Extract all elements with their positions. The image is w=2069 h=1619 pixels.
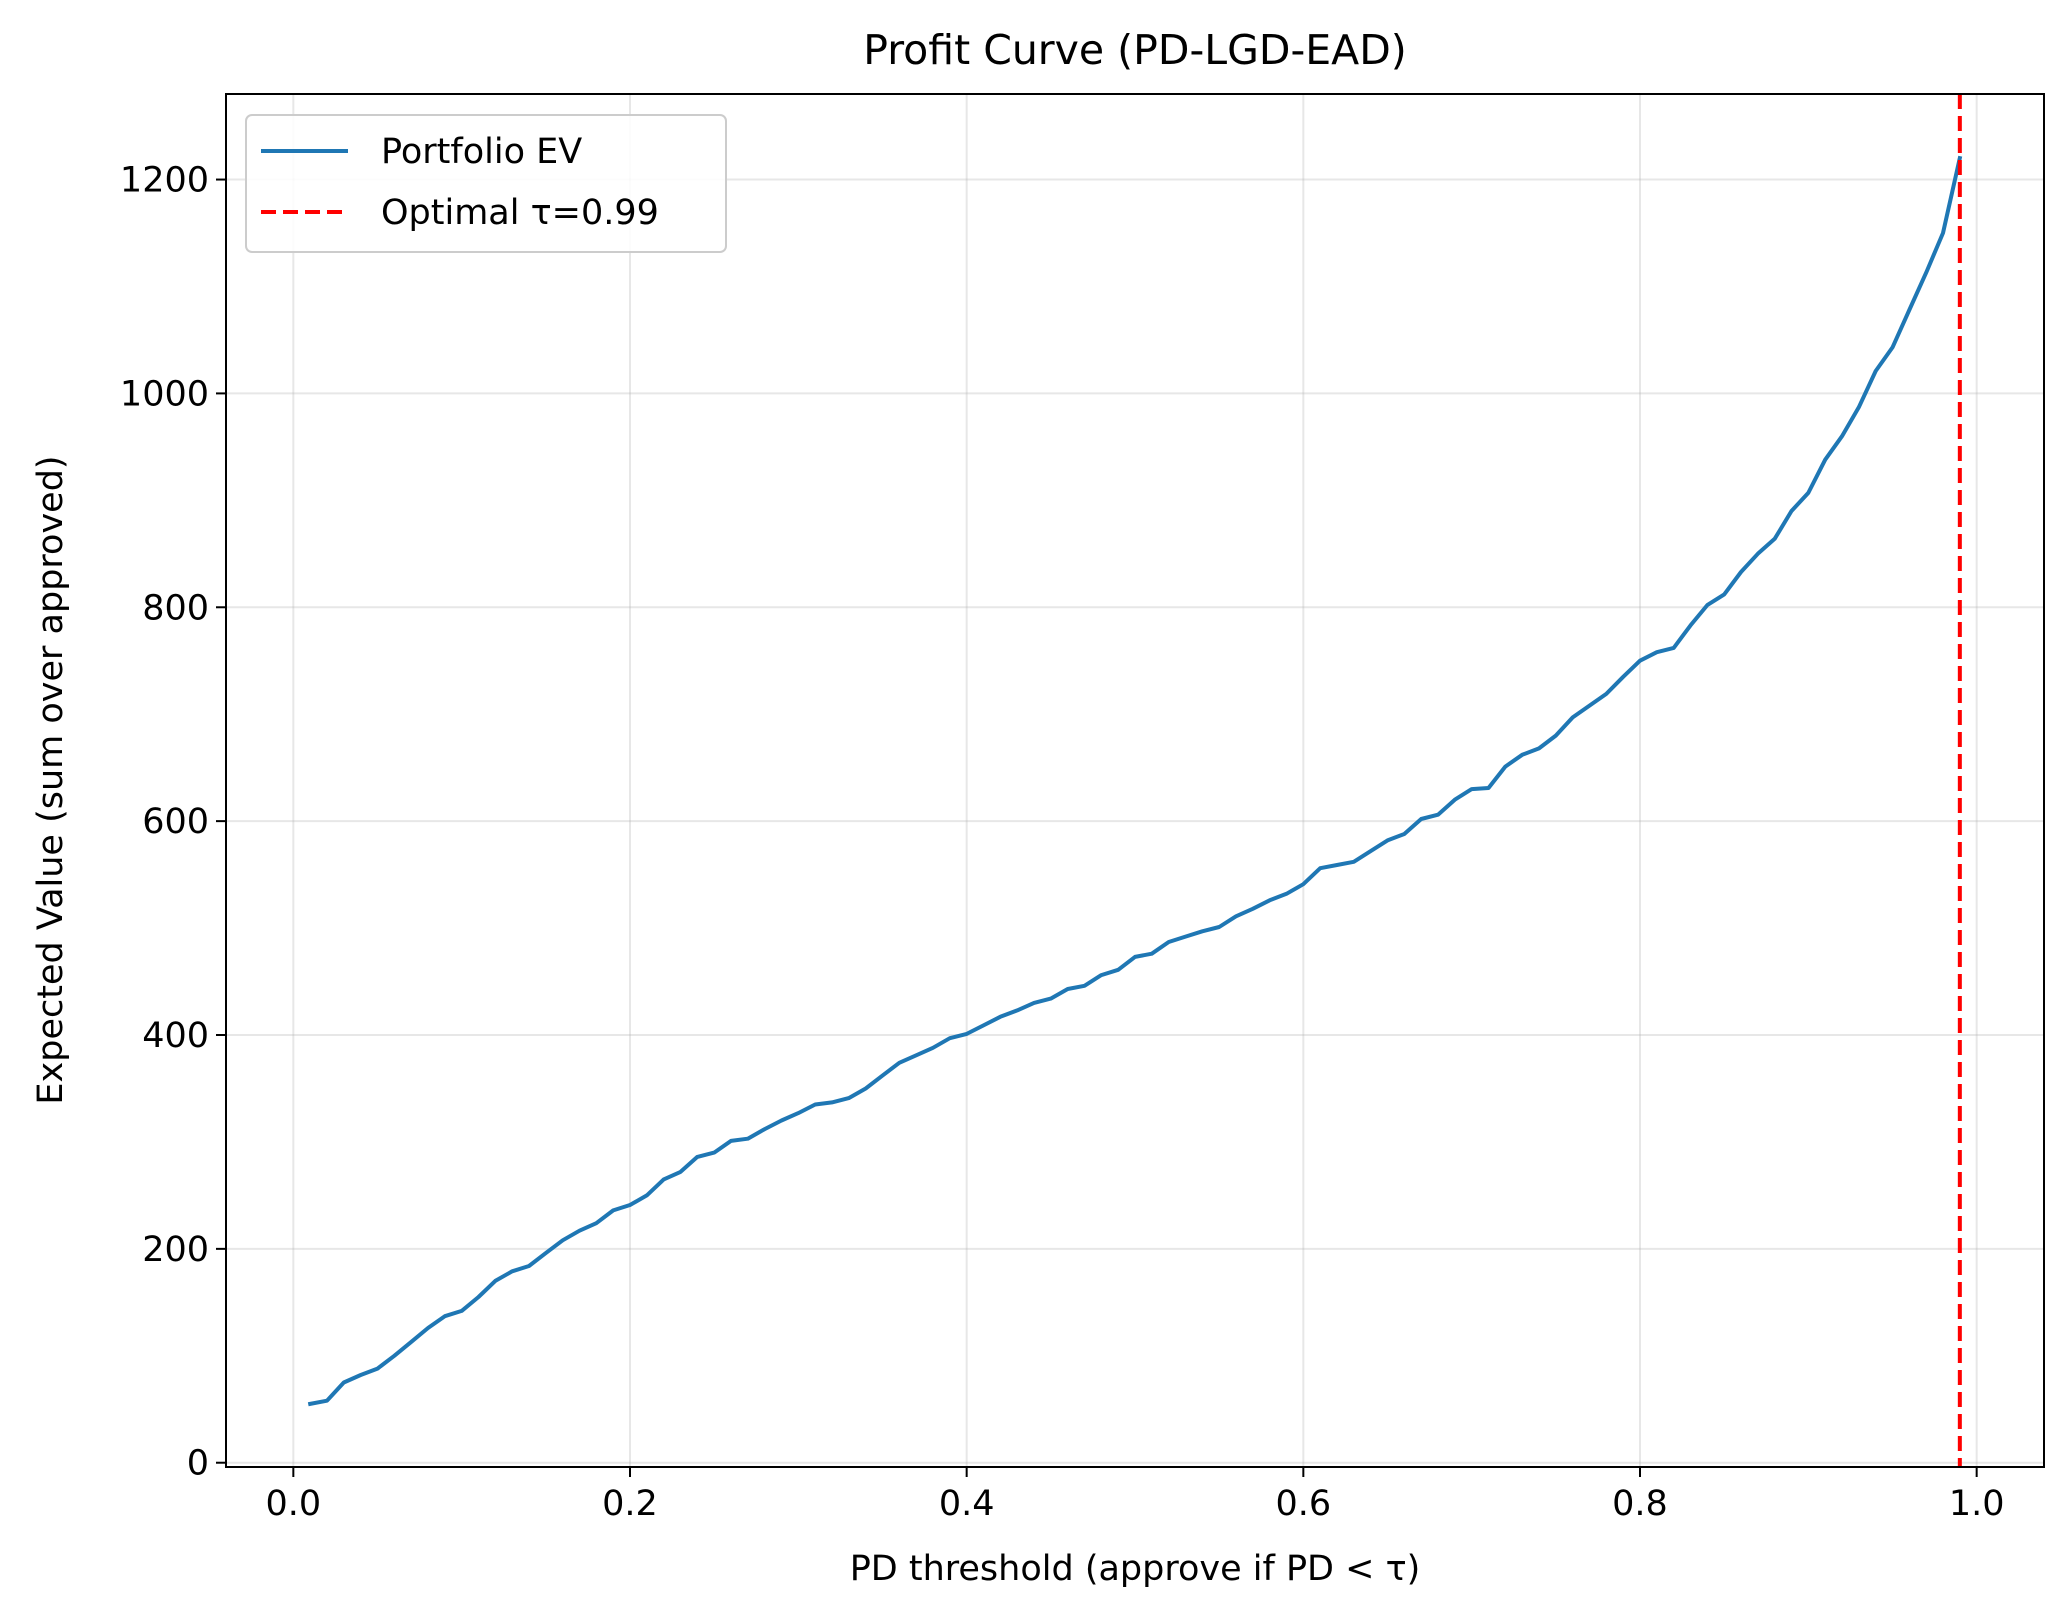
legend-label-portfolio-ev: Portfolio EV	[381, 132, 582, 172]
x-axis-label: PD threshold (approve if PD < τ)	[850, 1549, 1421, 1589]
y-tick-label: 400	[142, 1016, 209, 1056]
x-tick-label: 0.8	[1612, 1484, 1668, 1524]
plot-frame	[225, 93, 2045, 1468]
x-tick-label: 0.4	[939, 1484, 995, 1524]
x-tick-label: 1.0	[1949, 1484, 2005, 1524]
chart-title: Profit Curve (PD-LGD-EAD)	[863, 26, 1407, 74]
x-tick-label: 0.6	[1275, 1484, 1331, 1524]
legend: Portfolio EV Optimal τ=0.99	[245, 114, 727, 253]
x-tick-label: 0.0	[265, 1484, 321, 1524]
legend-label-optimal-threshold: Optimal τ=0.99	[381, 193, 659, 233]
series-layer	[307, 94, 1963, 1467]
y-tick-label: 0	[187, 1444, 209, 1484]
y-tick-label: 600	[142, 802, 209, 842]
y-tick-label: 800	[142, 588, 209, 628]
y-tick-label: 1200	[120, 161, 209, 201]
y-axis-label: Expected Value (sum over approved)	[31, 455, 71, 1104]
y-tick-label: 200	[142, 1230, 209, 1270]
portfolio-ev-line	[307, 155, 1963, 1407]
x-tick-label: 0.2	[602, 1484, 658, 1524]
legend-box	[245, 114, 727, 253]
axis-ticks: 0.0 0.2 0.4 0.6 0.8 1.0 0 200 400 600 800 1000 1200	[120, 161, 2005, 1524]
y-tick-label: 1000	[120, 374, 209, 414]
grid-lines	[226, 94, 2044, 1467]
